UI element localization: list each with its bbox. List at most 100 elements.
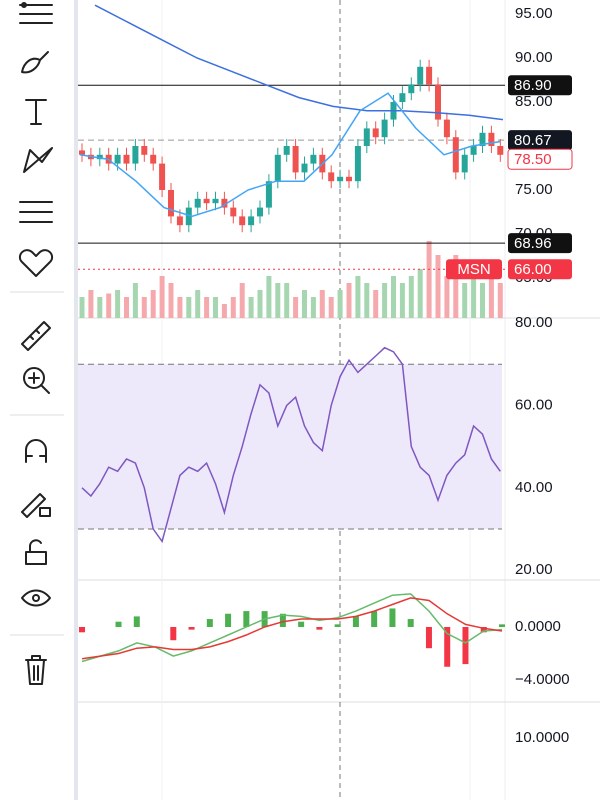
candle-body [168, 190, 174, 217]
badge-tag-label: MSN [457, 261, 490, 278]
fib-tool[interactable] [19, 201, 53, 223]
candle-body [461, 154, 468, 173]
candle-body [408, 84, 415, 94]
volume-bar [275, 283, 281, 318]
volume-bar [204, 297, 210, 318]
axis-label: −4.0000 [515, 671, 570, 688]
volume-bar [346, 283, 352, 318]
volume-bar [257, 290, 263, 318]
price-badge [507, 148, 573, 170]
price-badge [508, 75, 572, 96]
macd-hist [371, 611, 378, 627]
price-badge-label: 68.96 [514, 235, 552, 252]
price-badge [508, 259, 572, 280]
price-badge-label: 80.67 [514, 132, 552, 149]
volume-bar [124, 297, 129, 318]
macd-hist [206, 619, 213, 627]
macd-hist [444, 627, 451, 667]
price-badge-label: 86.90 [514, 77, 552, 94]
volume-bar [382, 283, 388, 318]
candle-body [114, 154, 121, 164]
volume-bar [115, 290, 121, 318]
candle-body [79, 150, 85, 155]
volume-bar [444, 276, 450, 318]
candle-body [212, 198, 219, 204]
volume-bar [141, 297, 147, 318]
candle-body [239, 216, 246, 226]
volume-bar [417, 269, 423, 318]
axis-label: 40.00 [515, 479, 553, 496]
candle-body [479, 132, 486, 146]
lock-tool[interactable] [25, 539, 47, 565]
candle-body [185, 207, 192, 226]
volume-bar [310, 297, 316, 318]
volume-bar [471, 276, 477, 318]
macd-hist [480, 627, 487, 633]
magnet-tool[interactable] [25, 439, 47, 463]
lines-tool[interactable] [19, 2, 53, 24]
lock-drawing-tool[interactable] [21, 493, 51, 518]
macd-hist [115, 621, 122, 627]
macd-hist [170, 627, 177, 641]
axis-label: 80.00 [515, 314, 553, 331]
price-badge [508, 233, 572, 254]
candle-body [443, 119, 450, 138]
candle-body [203, 198, 210, 204]
candle-body [346, 176, 352, 182]
macd-hist [188, 627, 195, 630]
favorite-tool[interactable] [18, 249, 54, 277]
visibility-tool[interactable] [21, 589, 51, 607]
volume-bar [159, 276, 165, 318]
candle-body [417, 66, 424, 85]
volume-bar [79, 297, 85, 318]
pattern-tool[interactable] [23, 147, 53, 173]
price-badge-label: 78.50 [514, 151, 552, 168]
volume-bar [364, 283, 370, 318]
volume-bar [480, 283, 485, 318]
volume-bar [391, 276, 396, 318]
volume-bar [435, 255, 441, 318]
macd-hist [352, 616, 359, 627]
candle-body [337, 176, 344, 182]
ma-short [79, 92, 501, 218]
volume-bar [373, 290, 379, 318]
candle-body [292, 146, 299, 173]
zoom-tool[interactable] [23, 367, 50, 394]
volume-bar [168, 283, 174, 318]
axis-label: 90.00 [515, 49, 553, 66]
macd-line [81, 593, 503, 663]
volume-bar [355, 276, 361, 318]
price-badge [508, 130, 572, 151]
axis-label: 85.00 [515, 93, 553, 110]
candle-body [194, 198, 201, 208]
volume-bar [319, 290, 325, 318]
candle-body [230, 207, 237, 217]
macd-hist [316, 627, 323, 630]
candle-body [176, 216, 183, 226]
volume-bar [497, 283, 503, 318]
volume-bar [213, 297, 218, 318]
ma-long [94, 4, 504, 121]
volume-bar [97, 297, 103, 318]
candle-body [257, 207, 263, 217]
macd-hist [334, 624, 341, 627]
delete-tool[interactable] [25, 655, 47, 685]
ruler-tool[interactable] [21, 321, 51, 351]
brush-tool[interactable] [21, 51, 49, 74]
macd-hist [499, 624, 505, 627]
candle-body [426, 66, 433, 85]
volume-bar [221, 304, 227, 318]
candle-body [354, 146, 361, 182]
candle-body [310, 154, 317, 164]
volume-bar [248, 297, 254, 318]
candle-body [141, 146, 148, 155]
candle-body [265, 181, 272, 208]
text-tool[interactable] [25, 99, 47, 125]
volume-bar [106, 293, 112, 318]
divider [74, 0, 78, 800]
candle-body [123, 154, 130, 164]
macd-hist [407, 619, 414, 627]
volume-bar [150, 290, 156, 318]
rsi-line [81, 346, 501, 544]
